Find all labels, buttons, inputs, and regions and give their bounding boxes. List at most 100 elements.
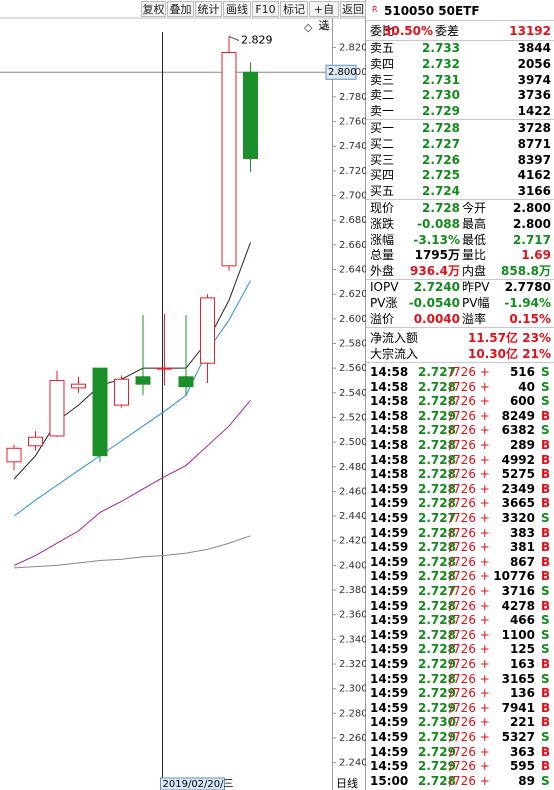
tick-price: 2.728 (418, 569, 456, 584)
label: 委差 (435, 24, 460, 38)
tick-volume: 40 (518, 379, 535, 394)
tick-time: 14:59 (370, 686, 409, 701)
tick-side: S (541, 511, 550, 525)
badge: R (372, 5, 378, 14)
order-level: 卖二 (370, 88, 395, 103)
toolbar-button[interactable]: 返回 (340, 1, 366, 17)
tick-side: B (541, 525, 551, 540)
separator (366, 199, 554, 200)
candle-body (71, 383, 86, 389)
tick-side: B (541, 481, 551, 496)
label: 内盘 (462, 264, 487, 279)
tick-volume: 1100 (501, 627, 535, 642)
tick-code: /726 + (449, 554, 490, 569)
tick-time: 14:59 (370, 700, 409, 715)
tick-code: /726 + (449, 700, 490, 715)
order-volume: 1422 (517, 104, 551, 119)
value: -1.94% (504, 295, 551, 310)
tick-volume: 289 (509, 438, 535, 452)
toolbar-button[interactable]: 画线 (223, 1, 251, 17)
tick-side: S (541, 773, 550, 788)
toolbar-button[interactable]: 标记 (280, 1, 308, 17)
tick-price: 2.729 (418, 657, 456, 671)
toolbar-button[interactable]: F10 (252, 1, 279, 17)
toolbar-button[interactable]: 统计 (195, 1, 222, 17)
y-tick-label: 2.260 (339, 733, 366, 744)
tick-side: S (541, 671, 550, 686)
order-price: 2.726 (422, 152, 460, 167)
order-level: 买二 (370, 136, 395, 151)
value: 2.7240 (413, 280, 460, 294)
tick-price: 2.728 (418, 452, 456, 467)
tick-price: 2.728 (418, 467, 456, 482)
y-tick-label: 2.440 (339, 511, 366, 522)
tick-time: 14:59 (370, 730, 409, 744)
label: PV涨 (370, 295, 398, 310)
value: 2.717 (513, 232, 551, 247)
label: 今开 (462, 201, 487, 215)
tick-side: B (541, 408, 551, 423)
tick-code: /726 + (449, 773, 490, 788)
tick-price: 2.728 (418, 613, 456, 628)
order-price: 2.727 (422, 136, 460, 151)
tick-volume: 221 (509, 715, 535, 730)
tick-side: B (541, 686, 551, 701)
order-level: 买五 (370, 184, 395, 199)
tick-volume: 3716 (501, 584, 535, 598)
toolbar-button[interactable]: +自选 (309, 1, 339, 32)
value: 1.69 (521, 248, 551, 263)
separator (366, 40, 554, 41)
flow-value: 10.30亿 (468, 346, 518, 361)
y-tick-label: 2.600 (339, 314, 366, 325)
candle-body (114, 378, 129, 406)
toolbar-button[interactable]: 复权 (141, 1, 166, 17)
y-tick-label: 2.580 (339, 338, 366, 349)
tick-code: /726 + (449, 613, 490, 628)
value: 1795万 (414, 248, 460, 263)
tick-side: S (541, 642, 550, 657)
tick-volume: 4992 (501, 452, 535, 467)
tick-time: 14:59 (370, 584, 409, 598)
y-tick-label: 2.640 (339, 265, 366, 276)
label: PV幅 (462, 295, 490, 310)
tick-volume: 163 (509, 657, 535, 671)
y-tick-label: 2.460 (339, 486, 366, 497)
value: 2.728 (422, 201, 460, 215)
tick-side: B (541, 759, 551, 774)
tick-price: 2.728 (418, 496, 456, 511)
y-tick-label: 2.320 (339, 659, 366, 670)
y-tick-label: 2.540 (339, 388, 366, 399)
tick-code: /726 + (449, 408, 490, 423)
value: 0.15% (509, 311, 551, 326)
max-label: 2.829 (241, 33, 273, 46)
label: 最高 (462, 216, 487, 231)
flow-ratio: 21% (522, 346, 551, 361)
tick-time: 14:58 (370, 467, 409, 482)
tick-volume: 2349 (501, 481, 535, 496)
tick-time: 14:59 (370, 525, 409, 540)
tick-code: /726 + (449, 365, 490, 379)
y-tick-label: 2.380 (339, 585, 366, 596)
y-tick-label: 2.760 (339, 117, 366, 128)
tick-time: 14:59 (370, 540, 409, 555)
stock-code: 510050 50ETF (384, 4, 480, 18)
tick-price: 2.728 (418, 540, 456, 555)
tick-price: 2.728 (418, 525, 456, 540)
tick-time: 14:59 (370, 511, 409, 525)
tick-volume: 5275 (501, 467, 535, 482)
tick-time: 14:59 (370, 657, 409, 671)
tick-code: /726 + (449, 730, 490, 744)
order-level: 卖四 (370, 56, 395, 71)
tick-volume: 381 (509, 540, 535, 555)
date-label: 2019/02/20/三 (163, 779, 234, 790)
tick-code: /726 + (449, 584, 490, 598)
y-tick-label: 2.360 (339, 610, 366, 621)
order-volume: 3728 (517, 121, 551, 135)
tick-volume: 10776 (493, 569, 535, 584)
tick-price: 2.728 (418, 481, 456, 496)
order-price: 2.730 (422, 88, 460, 103)
label: 昨PV (462, 280, 490, 294)
value: 30.50% (383, 24, 433, 38)
toolbar-button[interactable]: 叠加 (167, 1, 194, 17)
